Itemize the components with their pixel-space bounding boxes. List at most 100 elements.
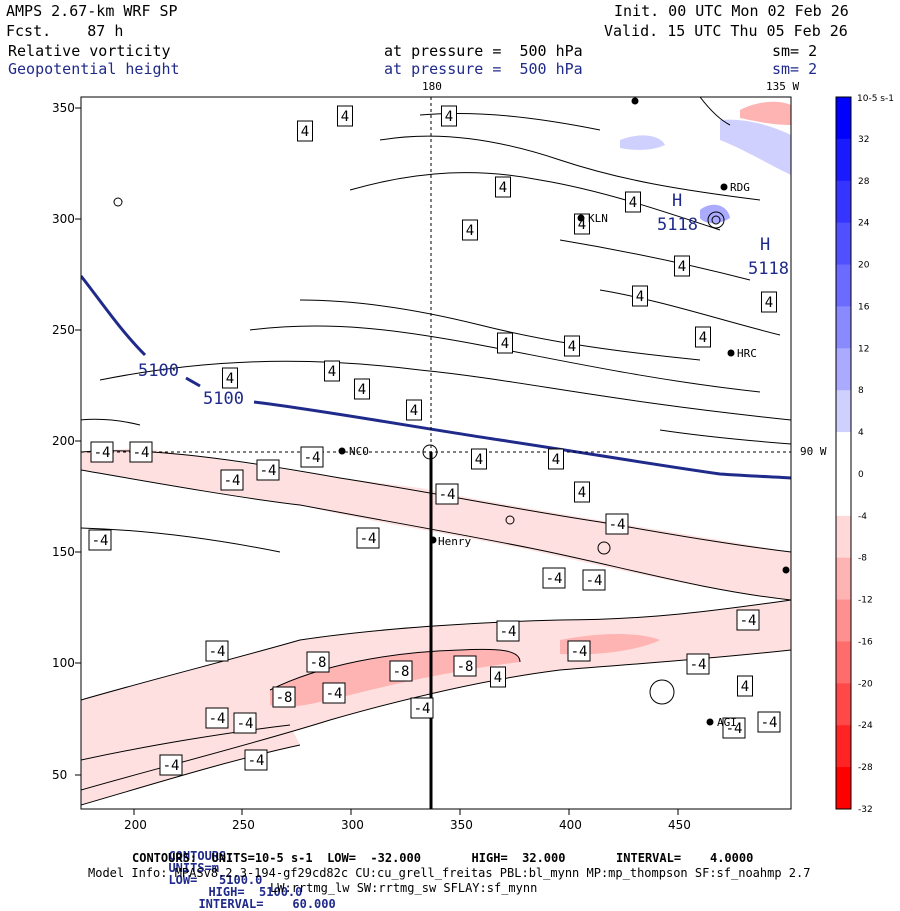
vorticity-label-box [736,609,760,631]
vorticity-label-box [244,749,268,771]
vorticity-label: -8 [393,664,410,680]
vorticity-label: 4 [494,670,502,686]
vorticity-label-box [337,105,353,127]
vorticity-label: -4 [546,571,563,587]
colorbar-swatch [836,473,851,517]
stations: NCO Henry KLN RDG HRC AGI [338,97,790,729]
vorticity-label-box [548,448,564,470]
y-tick-label: 250 [52,323,75,337]
footer-vorticity-contours: CONTOURS: UNITS=10-5 s-1 LOW= -32.000 HI… [132,851,754,865]
vorticity-label-box [496,620,520,642]
vorticity-label-box [564,335,580,357]
vorticity-label-box [354,378,370,400]
high-marker: H [672,191,682,211]
vorticity-label: -4 [571,644,588,660]
colorbar-swatch [836,180,851,224]
vorticity-labels: 4 4 4 4 4 4 4 4 4 4 4 4 4 4 4 4 4 4 4 4 4 4 -4 -4 -4 -4 -4 -4 -4 -4 -4… [88,105,781,776]
y-axis: 50 100 150 200 250 300 350 [52,101,81,782]
vorticity-label-box [542,567,566,589]
vorticity-label: 4 [341,109,349,125]
vorticity-label-box [761,291,777,313]
colorbar-swatch [836,599,851,642]
vorticity-label: -8 [276,690,293,706]
station-dot [631,97,639,105]
vorticity-label: -8 [457,659,474,675]
vorticity-label: 4 [636,289,644,305]
vorticity-label-box [567,640,591,662]
vorticity-label: -4 [92,533,109,549]
station-dot [577,214,585,222]
x-tick-label: 300 [341,818,364,832]
footer-high: HIGH= 5100.0 [208,885,303,899]
pressure-vorticity: at pressure = 500 hPa [384,42,583,60]
vorticity-label: -4 [209,644,226,660]
y-tick-label: 150 [52,545,75,559]
colorbar-tick-label: 20 [858,261,870,271]
vorticity-label: -4 [133,445,150,461]
vorticity-label-box [605,513,629,535]
station-label: HRC [737,347,757,360]
vorticity-label-box [129,441,153,463]
vorticity-label-box [389,660,413,682]
colorbar-swatch [836,432,851,475]
colorbar-tick-label: 24 [858,219,870,229]
vorticity-label: -4 [740,613,757,629]
top-lon-label: 180 [422,80,442,93]
vorticity-label-box [88,529,112,551]
vorticity-label: -4 [248,753,265,769]
colorbar-swatch [836,557,851,601]
vorticity-label: 4 [410,403,418,419]
colorbar-tick-label: -32 [858,805,873,815]
station-dot [782,566,790,574]
vorticity-label: 4 [358,382,366,398]
vorticity-label: 4 [629,195,637,211]
vorticity-label-box [471,448,487,470]
height-labels: 5100 5100 5118 H H 5118 [138,191,789,409]
vorticity-label: -4 [586,573,603,589]
station-label: RDG [730,181,750,194]
vorticity-label: 4 [226,371,234,387]
vorticity-label-box [272,686,296,708]
vorticity-label: -4 [761,715,778,731]
vorticity-label-box [632,285,648,307]
valid-time: Valid. 15 UTC Thu 05 Feb 26 [604,22,848,40]
station-label: Henry [438,535,471,548]
colorbar-tick-label: -20 [858,679,873,689]
vorticity-label-box [737,675,753,697]
vorticity-label-box [686,653,710,675]
field-height: Geopotential height [8,60,180,78]
vorticity-label: 4 [552,452,560,468]
vorticity-label: -4 [439,487,456,503]
right-lon-label: 90 W [800,445,827,458]
vorticity-label: -4 [163,758,180,774]
vorticity-label: 4 [578,485,586,501]
vorticity-label: 4 [466,223,474,239]
vorticity-label-box [435,483,459,505]
vorticity-label: 4 [765,295,773,311]
station-dot [706,718,714,726]
y-tick-label: 350 [52,101,75,115]
colorbar-swatch [836,683,851,726]
colorbar-tick-label: -12 [858,596,873,606]
vorticity-label-box [490,666,506,688]
vorticity-label: -4 [500,624,517,640]
vorticity-label: 4 [501,336,509,352]
vorticity-label: 4 [499,180,507,196]
vorticity-label-box [300,446,324,468]
smoothing-height: sm= 2 [772,60,818,78]
vorticity-label: -4 [94,445,111,461]
vorticity-label: 4 [445,109,453,125]
footer-units: UNITS=m [168,861,220,875]
colorbar-tick-label: 12 [858,344,869,354]
height-label: 5118 [657,215,698,235]
vorticity-label: -4 [609,517,626,533]
colorbar-swatch [836,222,851,266]
top-right-lon-label: 135 W [766,80,800,93]
vorticity-label: -4 [209,711,226,727]
station-label: NCO [349,445,369,458]
vorticity-label: 4 [301,124,309,140]
vorticity-label-box [497,332,513,354]
vorticity-label-box [453,655,477,677]
model-info-physics: LW:rrtmg_lw SW:rrtmg_sw SFLAY:sf_mynn [270,881,538,895]
